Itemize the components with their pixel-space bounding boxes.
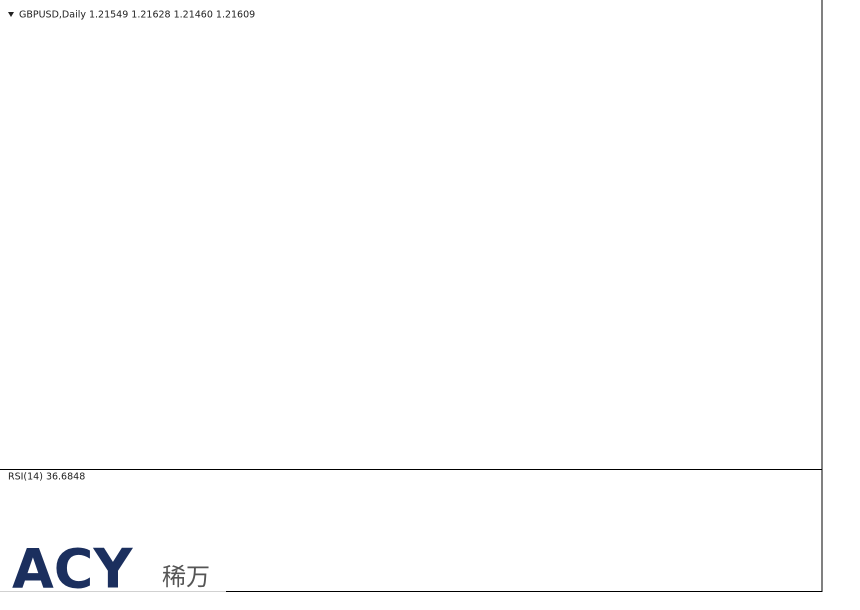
watermark-brand: ACY — [12, 538, 133, 601]
rsi-label: RSI(14) 36.6848 — [8, 472, 85, 483]
watermark: ACY 稀万 — [0, 522, 226, 610]
watermark-box — [0, 522, 226, 610]
chart-title: GBPUSD,Daily 1.21549 1.21628 1.21460 1.2… — [19, 10, 255, 21]
menu-icon — [8, 12, 14, 17]
watermark-chinese: 稀万 — [162, 563, 210, 591]
